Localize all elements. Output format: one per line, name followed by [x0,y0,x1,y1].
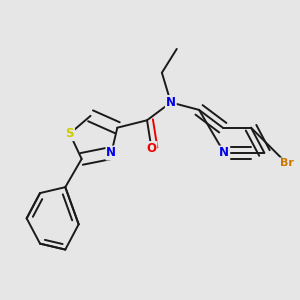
Text: N: N [166,96,176,109]
Text: N: N [219,146,229,160]
Text: O: O [146,142,157,155]
Text: N: N [106,146,116,160]
Text: S: S [65,127,74,140]
Text: Br: Br [280,158,294,168]
